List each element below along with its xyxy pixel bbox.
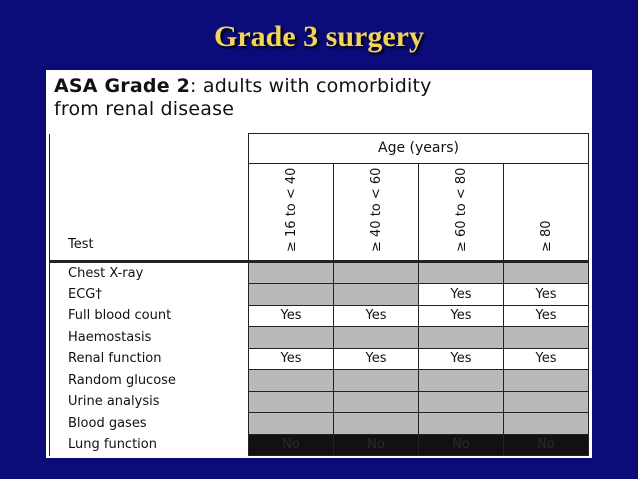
test-cell [503, 390, 589, 413]
preop-test-table: Test Age (years) ≥ 16 to < 40 ≥ 40 to < … [49, 133, 589, 456]
test-cell [333, 412, 419, 435]
age-columns-row: ≥ 16 to < 40 ≥ 40 to < 60 ≥ 60 to < 80 ≥… [50, 162, 589, 263]
heading-line1-rest: : adults with comorbidity [190, 75, 432, 97]
test-cell: No [503, 433, 589, 456]
test-cell [418, 369, 504, 392]
test-cell: Yes [248, 304, 334, 327]
heading-grade: ASA Grade 2 [54, 75, 191, 97]
test-label: Haemostasis [49, 326, 249, 348]
test-label: Random glucose [49, 369, 249, 391]
age-column-label: ≥ 40 to < 60 [369, 167, 384, 252]
test-label: Lung function [49, 434, 249, 456]
test-label: Renal function [49, 348, 249, 370]
test-cell [333, 369, 419, 392]
test-cell: No [333, 433, 419, 456]
table-card: ASA Grade 2: adults with comorbidity fro… [46, 70, 592, 458]
heading-line2: from renal disease [54, 98, 235, 120]
test-cell [248, 260, 334, 284]
test-cell: Yes [418, 304, 504, 327]
age-column-label: ≥ 16 to < 40 [284, 167, 299, 252]
test-cell [418, 390, 504, 413]
test-cell [418, 412, 504, 435]
test-cell: Yes [333, 347, 419, 370]
test-cell: Yes [503, 283, 589, 306]
age-group-header: Age (years) [248, 133, 589, 164]
test-label: Full blood count [49, 305, 249, 327]
test-cell: Yes [333, 304, 419, 327]
table-row: Blood gases [49, 412, 589, 435]
test-label: Urine analysis [49, 391, 249, 413]
test-cell [248, 326, 334, 349]
test-label: Chest X-ray [49, 261, 249, 284]
test-cell [333, 283, 419, 306]
slide-title: Grade 3 surgery [214, 20, 424, 53]
test-cell: No [418, 433, 504, 456]
test-cell [333, 260, 419, 284]
table-row: Random glucose [49, 369, 589, 392]
table-row: Haemostasis [49, 326, 589, 349]
age-column-header: ≥ 40 to < 60 [333, 162, 419, 263]
test-cell: No [248, 433, 334, 456]
table-row: ECG† Yes Yes [49, 283, 589, 306]
age-column-header: ≥ 80 [503, 162, 589, 263]
test-cell [248, 369, 334, 392]
test-cell [333, 390, 419, 413]
table-row: Renal function Yes Yes Yes Yes [49, 347, 589, 370]
test-cell [503, 369, 589, 392]
test-label: ECG† [49, 283, 249, 305]
test-cell: Yes [418, 283, 504, 306]
test-cell: Yes [503, 304, 589, 327]
age-column-label: ≥ 60 to < 80 [454, 167, 469, 252]
table-heading: ASA Grade 2: adults with comorbidity fro… [54, 75, 584, 121]
age-column-header: ≥ 16 to < 40 [248, 162, 334, 263]
test-cell [333, 326, 419, 349]
age-column-header: ≥ 60 to < 80 [418, 162, 504, 263]
table-row: Urine analysis [49, 390, 589, 413]
test-cell [503, 326, 589, 349]
test-cell: Yes [503, 347, 589, 370]
test-cell [418, 326, 504, 349]
test-cell [248, 412, 334, 435]
test-cell: Yes [248, 347, 334, 370]
test-cell: Yes [418, 347, 504, 370]
group-header-row: Test Age (years) [49, 133, 589, 263]
test-cell [503, 260, 589, 284]
test-cell [503, 412, 589, 435]
test-cell [418, 260, 504, 284]
test-label: Blood gases [49, 412, 249, 434]
table-row: Lung function No No No No [49, 433, 589, 456]
test-cell [248, 283, 334, 306]
table-row: Full blood count Yes Yes Yes Yes [49, 304, 589, 327]
age-column-label: ≥ 80 [539, 219, 554, 252]
test-cell [248, 390, 334, 413]
test-column-header: Test [49, 133, 249, 263]
table-row: Chest X-ray [49, 260, 589, 284]
